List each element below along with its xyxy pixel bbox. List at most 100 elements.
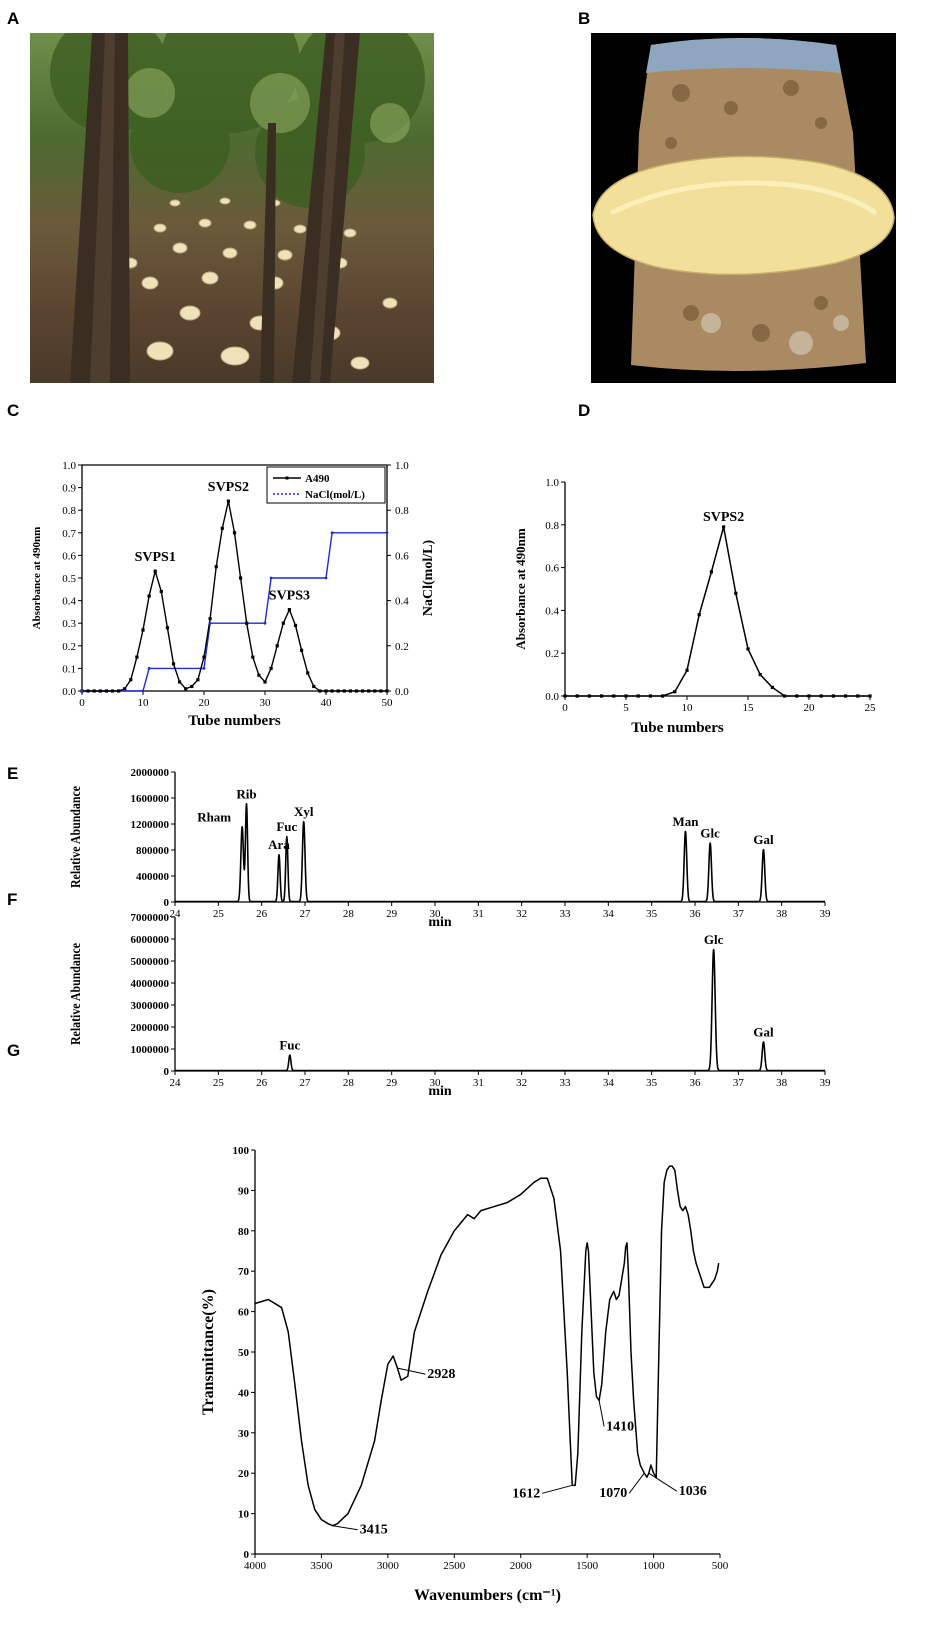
x-tick-label: 38 (776, 908, 788, 920)
a490-data-point (92, 689, 96, 693)
x-tick-label: 34 (603, 908, 615, 920)
a490-data-point (208, 617, 212, 621)
y2-tick-label: 0.0 (395, 686, 409, 698)
absorbance-data-point (722, 525, 726, 529)
peak-label-fuc: Fuc (276, 819, 297, 834)
peak-label: SVPS3 (269, 589, 310, 604)
annotation-label: 1410 (606, 1419, 634, 1434)
chart-e-chromatogram: 24 25 26 27 28 29 30 31 32 33 34 35 36 37 38 39 0 400000 8… (67, 767, 831, 930)
x-tick-label: 15 (743, 702, 755, 714)
absorbance-data-point (807, 694, 811, 698)
nacl-data-point (324, 576, 328, 580)
peak-label-gal: Gal (753, 832, 774, 847)
x-tick-label: 1000 (643, 1560, 666, 1572)
chromatogram-trace (174, 948, 826, 1072)
a490-series-line (82, 500, 387, 692)
annotation-label: 1036 (679, 1484, 707, 1499)
absorbance-data-point (648, 694, 652, 698)
a490-data-point (159, 589, 163, 594)
x-tick-label: 32 (516, 908, 527, 920)
x-axis-title: min (428, 1084, 452, 1099)
y-tick-label: 1200000 (131, 819, 170, 831)
absorbance-data-point (770, 685, 774, 690)
y-tick-label: 60 (238, 1307, 250, 1319)
y2-tick-label: 0.8 (395, 505, 409, 517)
a490-data-point (257, 673, 261, 677)
x-tick-label: 36 (690, 1077, 702, 1089)
x-tick-label: 0 (79, 697, 85, 709)
a490-data-point (306, 671, 310, 675)
absorbance-data-point (600, 694, 604, 698)
y-tick-label: 0.1 (62, 663, 76, 675)
y-tick-label: 6000000 (131, 934, 170, 946)
a490-data-point (184, 687, 188, 691)
a490-data-point (348, 689, 352, 693)
a490-data-point (226, 499, 230, 503)
a490-data-point (171, 662, 176, 666)
a490-data-point (300, 648, 304, 652)
a490-data-point (373, 689, 377, 693)
y2-tick-label: 0.2 (395, 641, 409, 653)
chart-g-ftir-spectrum: 4000 3500 3000 2500 2000 1500 1000 500 0 10 20 30 40… (200, 1145, 729, 1604)
y-tick-label: 400000 (136, 871, 170, 883)
y-tick-label: 0.8 (545, 520, 559, 532)
y-tick-label: 0.2 (545, 648, 559, 660)
x-tick-label: 10 (138, 697, 150, 709)
legend-box (266, 466, 386, 504)
nacl-data-point (141, 689, 145, 693)
x-tick-label: 24 (170, 1077, 182, 1089)
y-tick-label: 0.6 (545, 563, 559, 575)
absorbance-data-point (612, 694, 616, 698)
x-tick-label: 26 (256, 908, 268, 920)
legend-label-a490: A490 (305, 473, 330, 485)
a490-data-point (330, 689, 334, 693)
nacl-data-point (330, 531, 334, 535)
annotation-label: 3415 (360, 1523, 388, 1538)
x-tick-label: 32 (516, 1077, 527, 1089)
absorbance-data-point (868, 694, 872, 698)
absorbance-data-point (795, 694, 799, 698)
x-tick-label: 30 (260, 697, 272, 709)
nacl-series-line (82, 532, 387, 692)
mushroom-substrate-photo (591, 33, 896, 383)
absorbance-data-point (783, 694, 787, 698)
x-tick-label: 31 (473, 908, 484, 920)
a490-data-point (86, 689, 90, 693)
y-tick-label: 80 (238, 1226, 250, 1238)
annotation-leader (598, 1400, 605, 1427)
y-tick-label: 30 (238, 1428, 250, 1440)
a490-data-point (123, 687, 127, 691)
a490-data-point (245, 621, 249, 625)
a490-data-point (336, 689, 340, 693)
a490-data-point (190, 684, 194, 689)
panel-label-a: A (7, 9, 20, 28)
panel-label-c: C (7, 401, 20, 420)
a490-data-point (324, 689, 328, 693)
nacl-data-point (263, 621, 267, 625)
y-axis-title: Absorbance at 490nm (31, 527, 43, 630)
a490-data-point (385, 689, 389, 693)
a490-data-point (367, 689, 371, 693)
chart-d-elution-profile: 0 5 10 15 20 25 0.0 0.2 0.4 0.6 0.8 1.0 SVPS2 Tube nu… (513, 477, 876, 736)
y-tick-label: 0.4 (545, 605, 559, 617)
x-tick-label: 10 (682, 702, 694, 714)
x-tick-label: 36 (690, 908, 702, 920)
annotation-leader (397, 1367, 426, 1375)
annotation-label: 1612 (512, 1486, 540, 1501)
a490-data-point (379, 689, 383, 693)
peak-label-glc: Glc (700, 826, 720, 841)
a490-data-point (318, 689, 322, 693)
panel-label-g: G (7, 1041, 21, 1060)
a490-data-point (178, 680, 182, 684)
x-tick-label: 25 (213, 908, 225, 920)
x-tick-label: 28 (343, 908, 355, 920)
x-tick-label: 500 (712, 1560, 729, 1572)
a490-data-point (269, 666, 273, 670)
x-tick-label: 25 (865, 702, 877, 714)
peak-label-fuc: Fuc (279, 1038, 300, 1053)
a490-data-point (117, 689, 121, 693)
annotation-leader (542, 1484, 573, 1494)
nacl-data-point (269, 576, 273, 580)
x-axis-title: Tube numbers (188, 713, 281, 729)
y-tick-label: 100 (233, 1145, 250, 1157)
